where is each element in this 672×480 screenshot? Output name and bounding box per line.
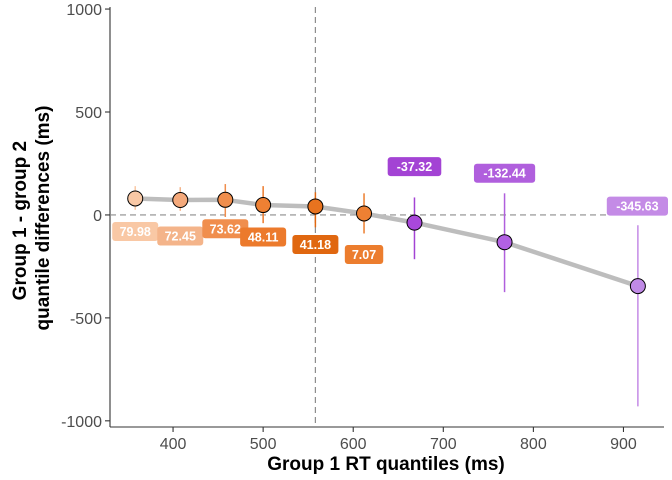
data-point xyxy=(127,190,144,207)
data-label: -37.32 xyxy=(387,157,442,177)
x-tick-label: 600 xyxy=(340,436,367,453)
data-label-box xyxy=(387,157,442,177)
data-label-text: -132.44 xyxy=(483,167,525,181)
data-label-box xyxy=(473,163,536,183)
data-label: 7.07 xyxy=(344,244,384,264)
data-point xyxy=(217,191,234,208)
y-axis-title-line-1: Group 1 - group 2 xyxy=(10,141,31,300)
y-tick-label: -1000 xyxy=(61,414,102,431)
data-label-text: 48.11 xyxy=(248,231,279,245)
data-label: 41.18 xyxy=(292,234,339,254)
x-tick-label: 800 xyxy=(520,436,547,453)
y-tick-label: 1000 xyxy=(66,2,102,19)
data-point xyxy=(496,234,513,251)
data-label-box xyxy=(112,221,159,241)
data-label: -345.63 xyxy=(606,196,668,216)
x-tick-label: 400 xyxy=(160,436,187,453)
data-point xyxy=(406,214,423,231)
data-label-text: 79.98 xyxy=(120,225,151,239)
data-label-box xyxy=(240,227,287,247)
data-points xyxy=(127,190,646,295)
data-label: 73.62 xyxy=(202,219,249,239)
y-axis-title: Group 1 - group 2 quantile differences (… xyxy=(10,106,54,331)
data-label: -132.44 xyxy=(473,163,536,183)
data-point xyxy=(307,198,324,215)
data-label-box xyxy=(157,226,204,246)
y-tick-label: 0 xyxy=(93,208,102,225)
data-label-box xyxy=(344,244,384,264)
x-tick-label: 900 xyxy=(610,436,637,453)
data-label-text: 73.62 xyxy=(210,222,241,236)
data-point xyxy=(356,205,373,222)
data-label-text: -37.32 xyxy=(397,160,432,174)
trend-line xyxy=(132,196,641,289)
data-label-text: 7.07 xyxy=(352,248,376,262)
y-tick-label: 500 xyxy=(75,105,102,122)
data-label: 48.11 xyxy=(240,227,287,247)
trend-line-group xyxy=(132,196,641,289)
data-point xyxy=(255,197,272,214)
y-tick-label: -500 xyxy=(70,311,102,328)
data-point xyxy=(629,278,646,295)
data-label-text: 72.45 xyxy=(165,230,196,244)
data-label-text: -345.63 xyxy=(616,200,658,214)
data-label-text: 41.18 xyxy=(300,238,331,252)
x-axis-title: Group 1 RT quantiles (ms) xyxy=(267,454,505,475)
data-label: 79.98 xyxy=(112,221,159,241)
x-tick-label: 500 xyxy=(250,436,277,453)
data-label-box xyxy=(606,196,668,216)
x-tick-label: 700 xyxy=(430,436,457,453)
data-labels: 79.98 72.45 73.62 48.11 41.18 7.07 -37.32 -132.… xyxy=(112,157,668,264)
y-axis-title-line-2: quantile differences (ms) xyxy=(33,106,54,331)
data-label-box xyxy=(292,234,339,254)
axes: 400 500 600 700 800 900 -1000 -500 0 500 1000 xyxy=(61,2,664,453)
data-label: 72.45 xyxy=(157,226,204,246)
data-point xyxy=(172,192,189,209)
data-label-box xyxy=(202,219,249,239)
